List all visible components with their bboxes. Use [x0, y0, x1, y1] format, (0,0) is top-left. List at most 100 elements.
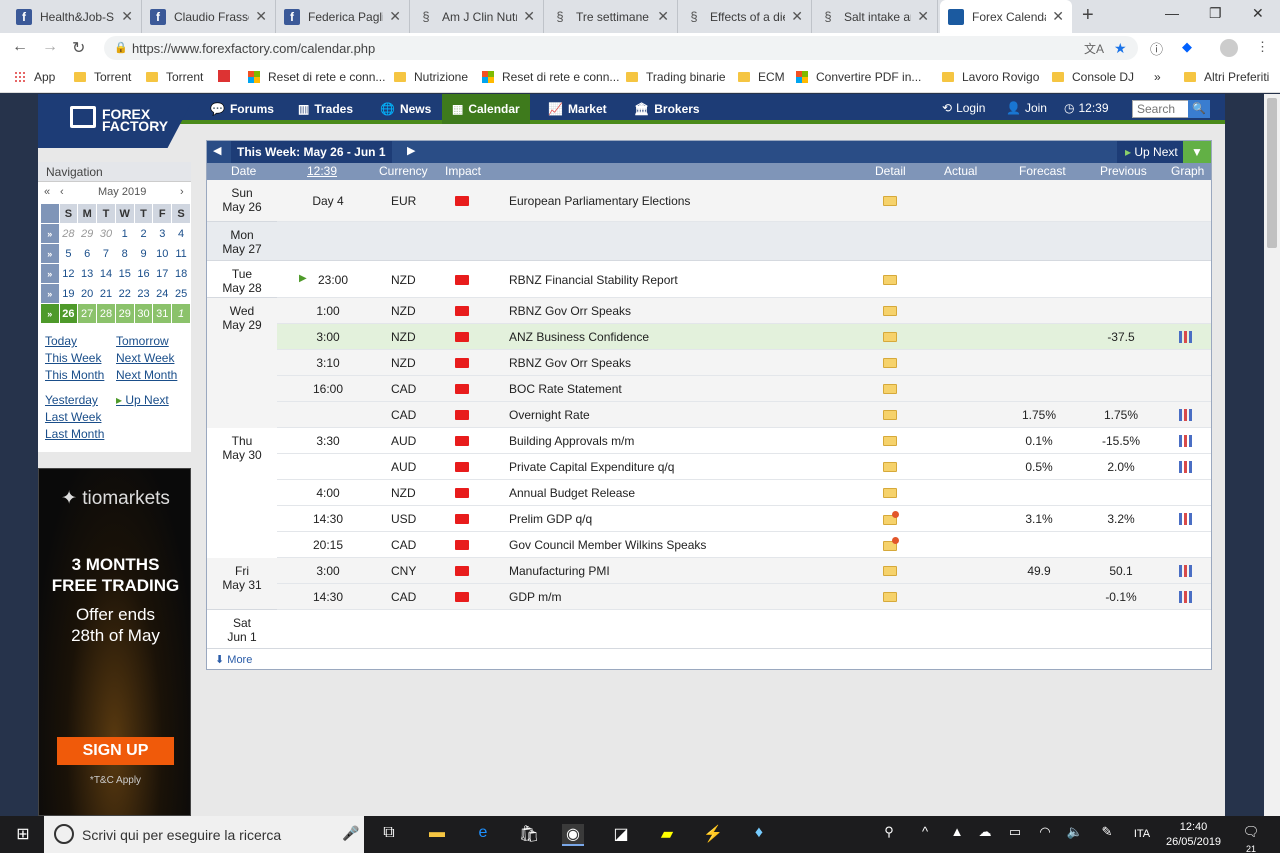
- calendar-day[interactable]: 4: [171, 223, 191, 244]
- prev-year-button[interactable]: «: [44, 186, 51, 198]
- calendar-day[interactable]: 18: [171, 263, 191, 284]
- bookmarks-overflow[interactable]: »: [1154, 70, 1161, 84]
- calendar-day[interactable]: 1: [171, 303, 191, 324]
- close-icon[interactable]: ✕: [791, 8, 803, 24]
- file-explorer-icon[interactable]: ▬: [429, 824, 445, 841]
- high-impact-icon[interactable]: [455, 306, 469, 316]
- close-icon[interactable]: ✕: [523, 8, 535, 24]
- forward-icon[interactable]: →: [42, 38, 58, 55]
- join-link[interactable]: 👤 Join: [1006, 101, 1047, 115]
- menu-icon[interactable]: ⋮: [1256, 39, 1269, 54]
- tab-am-j-clin[interactable]: § Am J Clin Nutr ✕: [410, 0, 544, 33]
- high-impact-icon[interactable]: [455, 410, 469, 420]
- bookmark-altri-preferiti[interactable]: Altri Preferiti: [1184, 70, 1269, 84]
- detail-folder-icon[interactable]: [883, 196, 897, 206]
- bookmark-torrent-1[interactable]: Torrent: [74, 70, 131, 84]
- edge-icon[interactable]: e: [478, 824, 488, 841]
- event-row[interactable]: 16:00 CAD BOC Rate Statement: [207, 376, 1211, 402]
- high-impact-icon[interactable]: [455, 488, 469, 498]
- close-icon[interactable]: ✕: [1052, 8, 1064, 24]
- week-select-button[interactable]: »: [40, 243, 60, 264]
- next-week-icon[interactable]: ▶: [407, 145, 416, 157]
- calendar-day[interactable]: 22: [114, 283, 135, 304]
- event-row[interactable]: 14:30 CAD GDP m/m -0.1%: [207, 584, 1211, 610]
- extension-icon[interactable]: ⓘ: [1150, 42, 1164, 57]
- high-impact-icon[interactable]: [455, 592, 469, 602]
- calendar-day[interactable]: 30: [133, 303, 154, 324]
- language-indicator[interactable]: ITA: [1133, 828, 1151, 840]
- link-today[interactable]: Today: [45, 334, 78, 348]
- event-row[interactable]: ▶ 23:00 NZD RBNZ Financial Stability Report: [207, 261, 1211, 298]
- url-text[interactable]: https://www.forexfactory.com/calendar.ph…: [132, 41, 376, 56]
- windows-start-icon[interactable]: ⊞: [16, 826, 30, 843]
- high-impact-icon[interactable]: [455, 462, 469, 472]
- calendar-day[interactable]: 9: [133, 243, 154, 264]
- graph-icon[interactable]: [1179, 409, 1193, 421]
- bookmark-convertire-pdf[interactable]: Convertire PDF in...: [796, 70, 921, 84]
- detail-folder-icon[interactable]: [883, 358, 897, 368]
- week-select-button[interactable]: »: [40, 283, 60, 304]
- forexfactory-logo[interactable]: FOREX FACTORY: [38, 94, 196, 148]
- calendar-day[interactable]: 16: [133, 263, 154, 284]
- high-impact-icon[interactable]: [455, 436, 469, 446]
- more-link[interactable]: ⬇ More: [215, 654, 253, 666]
- high-impact-icon[interactable]: [455, 566, 469, 576]
- detail-folder-icon[interactable]: [883, 332, 897, 342]
- bookmark-app[interactable]: App: [14, 70, 55, 84]
- calendar-day[interactable]: 23: [133, 283, 154, 304]
- calendar-day[interactable]: 15: [114, 263, 135, 284]
- calendar-day[interactable]: 29: [77, 223, 98, 244]
- link-next-month[interactable]: Next Month: [116, 368, 178, 382]
- calendar-day[interactable]: 29: [114, 303, 135, 324]
- nav-trades[interactable]: ▥ Trades: [298, 102, 354, 116]
- close-icon[interactable]: ✕: [255, 8, 267, 24]
- search-icon[interactable]: 🔍: [1188, 100, 1210, 118]
- tab-effects[interactable]: § Effects of a die ✕: [678, 0, 812, 33]
- high-impact-icon[interactable]: [455, 358, 469, 368]
- calendar-day[interactable]: 11: [171, 243, 191, 264]
- event-row[interactable]: 14:30 USD Prelim GDP q/q 3.1% 3.2%: [207, 506, 1211, 532]
- sticky-notes-icon[interactable]: ▰: [660, 826, 674, 843]
- detail-folder-icon[interactable]: [883, 566, 897, 576]
- app-red-icon[interactable]: ⚡: [703, 826, 723, 843]
- calendar-day[interactable]: 2: [133, 223, 154, 244]
- high-impact-icon[interactable]: [455, 384, 469, 394]
- tab-health-job[interactable]: f Health&Job-S ✕: [8, 0, 142, 33]
- calendar-day[interactable]: 10: [152, 243, 173, 264]
- minimize-button[interactable]: —: [1165, 5, 1179, 21]
- url-bar[interactable]: 🔒 https://www.forexfactory.com/calendar.…: [104, 36, 1138, 60]
- event-row[interactable]: 3:00 NZD ANZ Business Confidence -37.5: [207, 324, 1211, 350]
- event-row[interactable]: 20:15 CAD Gov Council Member Wilkins Speak…: [207, 532, 1211, 558]
- battery-icon[interactable]: ▭: [1008, 824, 1022, 839]
- chrome-icon[interactable]: ◉: [562, 824, 584, 846]
- maximize-button[interactable]: ❐: [1209, 5, 1222, 21]
- graph-icon[interactable]: [1179, 461, 1193, 473]
- link-yesterday[interactable]: Yesterday: [45, 393, 98, 407]
- volume-icon[interactable]: 🔈: [1066, 824, 1084, 839]
- link-up-next[interactable]: ▸ Up Next: [116, 393, 169, 407]
- graph-icon[interactable]: [1179, 435, 1193, 447]
- graph-icon[interactable]: [1179, 565, 1193, 577]
- bookmark-star-icon[interactable]: ★: [1114, 40, 1127, 56]
- calendar-day[interactable]: 13: [77, 263, 98, 284]
- link-last-month[interactable]: Last Month: [45, 427, 105, 441]
- tab-claudio[interactable]: f Claudio Frasso ✕: [142, 0, 276, 33]
- link-last-week[interactable]: Last Week: [45, 410, 102, 424]
- bookmark-ecm[interactable]: ECM: [738, 70, 785, 84]
- bookmark-nutrizione[interactable]: Nutrizione: [394, 70, 468, 84]
- calendar-day[interactable]: 28: [96, 303, 116, 324]
- high-impact-icon[interactable]: [455, 332, 469, 342]
- event-row[interactable]: 3:00 CNY Manufacturing PMI 49.9 50.1: [207, 558, 1211, 584]
- notifications-icon[interactable]: 🗨21: [1242, 824, 1260, 853]
- nav-calendar[interactable]: ▦ Calendar: [442, 94, 530, 124]
- week-select-button[interactable]: »: [40, 303, 60, 324]
- calendar-day[interactable]: 12: [58, 263, 79, 284]
- store-icon[interactable]: 🛍: [518, 826, 540, 843]
- link-next-week[interactable]: Next Week: [116, 351, 175, 365]
- bookmark-trading-binarie[interactable]: Trading binarie: [626, 70, 726, 84]
- link-this-week[interactable]: This Week: [45, 351, 102, 365]
- back-icon[interactable]: ←: [12, 38, 28, 55]
- calendar-day-today[interactable]: 26: [58, 303, 79, 324]
- login-link[interactable]: ⟲ Login: [942, 101, 986, 115]
- graph-icon[interactable]: [1179, 331, 1193, 343]
